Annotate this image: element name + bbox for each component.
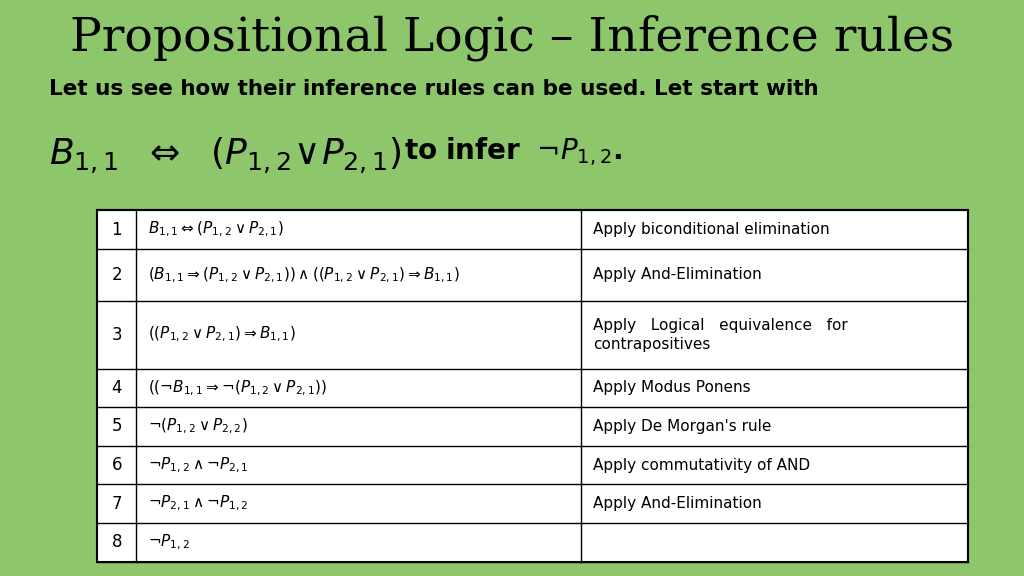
Text: Apply Modus Ponens: Apply Modus Ponens [593, 380, 751, 395]
Text: 2: 2 [112, 266, 122, 284]
Text: $B_{1,1} \Leftrightarrow (P_{1,2} \vee  P_{2,1})$: $B_{1,1} \Leftrightarrow (P_{1,2} \vee P… [148, 220, 285, 239]
Text: Let us see how their inference rules can be used. Let start with: Let us see how their inference rules can… [49, 79, 819, 100]
Text: Apply And-Elimination: Apply And-Elimination [593, 496, 762, 511]
Text: $((P_{1,2} \vee P_{2,1}) \Rightarrow B_{1,1})$: $((P_{1,2} \vee P_{2,1}) \Rightarrow B_{… [148, 325, 296, 344]
Text: Apply And-Elimination: Apply And-Elimination [593, 267, 762, 282]
Text: 7: 7 [112, 495, 122, 513]
Text: 1: 1 [112, 221, 122, 238]
Text: $\mathbf{to\ infer}$  $\neg P_{1,2}$$\mathbf{.}$: $\mathbf{to\ infer}$ $\neg P_{1,2}$$\mat… [404, 135, 623, 168]
Text: 5: 5 [112, 418, 122, 435]
Text: Propositional Logic – Inference rules: Propositional Logic – Inference rules [70, 14, 954, 61]
Text: $\left(B_{1,1} \Rightarrow (P_{1,2} \vee  P_{2,1})\right) \wedge ((P_{1,2} \vee : $\left(B_{1,1} \Rightarrow (P_{1,2} \vee… [148, 266, 460, 285]
Text: $\neg P_{1,2}$: $\neg P_{1,2}$ [148, 533, 190, 552]
Text: Apply De Morgan's rule: Apply De Morgan's rule [593, 419, 772, 434]
Text: $\neg ( P_{1,2} \vee  P_{2,2})$: $\neg ( P_{1,2} \vee P_{2,2})$ [148, 417, 248, 436]
Text: $\neg P_{1,2} \wedge \neg P_{2,1}$: $\neg P_{1,2} \wedge \neg P_{2,1}$ [148, 456, 249, 475]
Text: 6: 6 [112, 456, 122, 474]
Text: Apply commutativity of AND: Apply commutativity of AND [593, 457, 810, 472]
Text: contrapositives: contrapositives [593, 337, 711, 352]
Text: $((\neg B_{1,1} \Rightarrow \neg(P_{1,2} \vee P_{2,1}))$: $((\neg B_{1,1} \Rightarrow \neg(P_{1,2}… [148, 378, 328, 397]
Text: $B_{1,1}$  $\Leftrightarrow$  $(P_{1,2}\!\vee\! P_{2,1})$: $B_{1,1}$ $\Leftrightarrow$ $(P_{1,2}\!\… [49, 135, 402, 176]
Text: 4: 4 [112, 379, 122, 397]
Text: 8: 8 [112, 533, 122, 551]
Text: 3: 3 [112, 326, 122, 344]
Text: $\neg P_{2,1} \wedge \neg P_{1,2}$: $\neg P_{2,1} \wedge \neg P_{1,2}$ [148, 494, 249, 513]
Text: Apply biconditional elimination: Apply biconditional elimination [593, 222, 829, 237]
Text: Apply   Logical   equivalence   for: Apply Logical equivalence for [593, 318, 848, 333]
